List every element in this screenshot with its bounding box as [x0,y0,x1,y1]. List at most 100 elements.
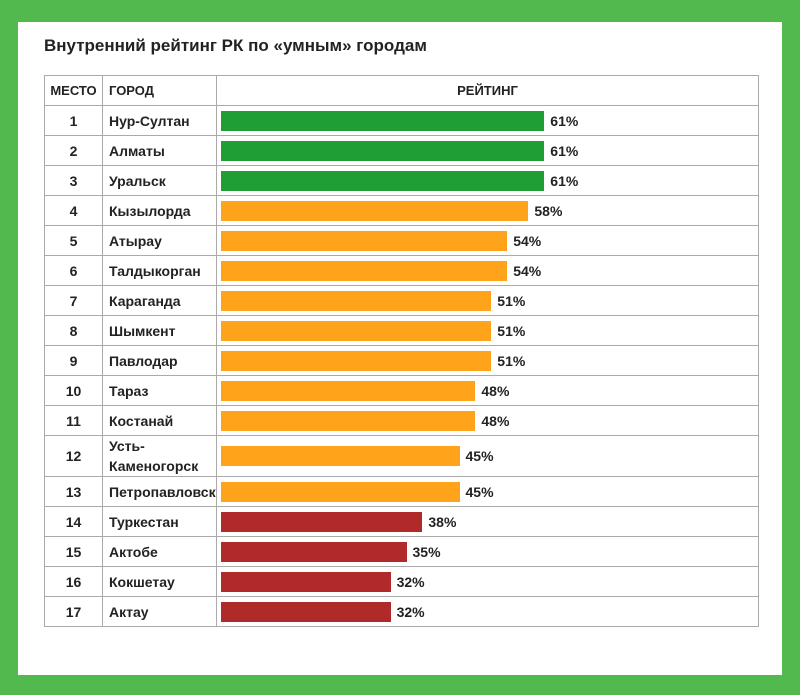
value-label: 51% [497,292,526,309]
table-row: 3 Уральск 61% [45,166,758,196]
rating-cell: 51% [217,316,758,345]
bar [221,290,492,311]
table-row: 14 Туркестан 38% [45,507,758,537]
bar [221,541,407,562]
bar [221,170,545,191]
city: Шымкент [103,316,217,345]
table-row: 4 Кызылорда 58% [45,196,758,226]
value-label: 54% [513,232,542,249]
table-row: 7 Караганда 51% [45,286,758,316]
rating-cell: 48% [217,376,758,405]
value-label: 58% [534,202,563,219]
value-label: 32% [396,603,425,620]
rank: 9 [45,346,103,375]
rating-cell: 45% [217,436,758,476]
header-cell: РЕЙТИНГ [457,83,518,98]
value-label: 45% [465,448,494,464]
bar [221,230,508,251]
table-row: 5 Атырау 54% [45,226,758,256]
rating-cell: 61% [217,166,758,195]
city: Туркестан [103,507,217,536]
value-label: 48% [481,412,510,429]
city: Караганда [103,286,217,315]
bar [221,140,545,161]
city: Актобе [103,537,217,566]
city: Петропавловск [103,477,217,506]
city: Атырау [103,226,217,255]
rank: 10 [45,376,103,405]
rating-cell: 32% [217,597,758,626]
rating-cell: 54% [217,256,758,285]
value-label: 51% [497,322,526,339]
header-row: МЕСТО ГОРОД РЕЙТИНГ [45,76,758,106]
header-cell: МЕСТО [45,76,103,105]
value-label: 38% [428,513,457,530]
bar [221,350,492,371]
bar [221,481,460,502]
rank: 13 [45,477,103,506]
city: Талдыкорган [103,256,217,285]
rating-cell: 32% [217,567,758,596]
rank: 4 [45,196,103,225]
rating-cell: 61% [217,136,758,165]
rank: 17 [45,597,103,626]
value-label: 48% [481,382,510,399]
header-cell: ГОРОД [103,76,217,105]
rank: 1 [45,106,103,135]
rank: 8 [45,316,103,345]
rating-cell: 45% [217,477,758,506]
value-label: 51% [497,352,526,369]
rating-cell: 58% [217,196,758,225]
value-label: 35% [412,543,441,560]
rank: 12 [45,436,103,476]
rank: 14 [45,507,103,536]
city: Кокшетау [103,567,217,596]
city: Кызылорда [103,196,217,225]
rank: 3 [45,166,103,195]
rank: 11 [45,406,103,435]
title: Внутренний рейтинг РК по «умным» городам [44,36,427,55]
bar [221,446,460,466]
table-row: 10 Тараз 48% [45,376,758,406]
rating-cell: 51% [217,286,758,315]
panel: Внутренний рейтинг РК по «умным» городам… [18,22,782,675]
table-row: 17 Актау 32% [45,597,758,627]
table-row: 2 Алматы 61% [45,136,758,166]
bar [221,380,476,401]
table-row: 16 Кокшетау 32% [45,567,758,597]
table-row: 9 Павлодар 51% [45,346,758,376]
bar [221,260,508,281]
rank: 5 [45,226,103,255]
value-label: 61% [550,112,579,129]
rating-cell: 35% [217,537,758,566]
bar [221,511,423,532]
rating-cell: 38% [217,507,758,536]
table: МЕСТО ГОРОД РЕЙТИНГ 1 Нур-Султан 61% 2 Алмат… [44,75,759,627]
rating-cell: 61% [217,106,758,135]
city: Нур-Султан [103,106,217,135]
rank: 2 [45,136,103,165]
table-row: 15 Актобе 35% [45,537,758,567]
rating-cell: 54% [217,226,758,255]
value-label: 45% [465,483,494,500]
bar [221,320,492,341]
bar [221,110,545,131]
table-row: 12 Усть-Каменогорск 45% [45,436,758,477]
table-row: 13 Петропавловск 45% [45,477,758,507]
bar [221,601,391,622]
rating-cell: 51% [217,346,758,375]
rank: 6 [45,256,103,285]
rating-cell: 48% [217,406,758,435]
table-row: 6 Талдыкорган 54% [45,256,758,286]
city: Тараз [103,376,217,405]
table-row: 1 Нур-Султан 61% [45,106,758,136]
rank: 7 [45,286,103,315]
city: Костанай [103,406,217,435]
city: Павлодар [103,346,217,375]
rank: 15 [45,537,103,566]
city: Алматы [103,136,217,165]
city: Актау [103,597,217,626]
bar [221,410,476,431]
city: Уральск [103,166,217,195]
